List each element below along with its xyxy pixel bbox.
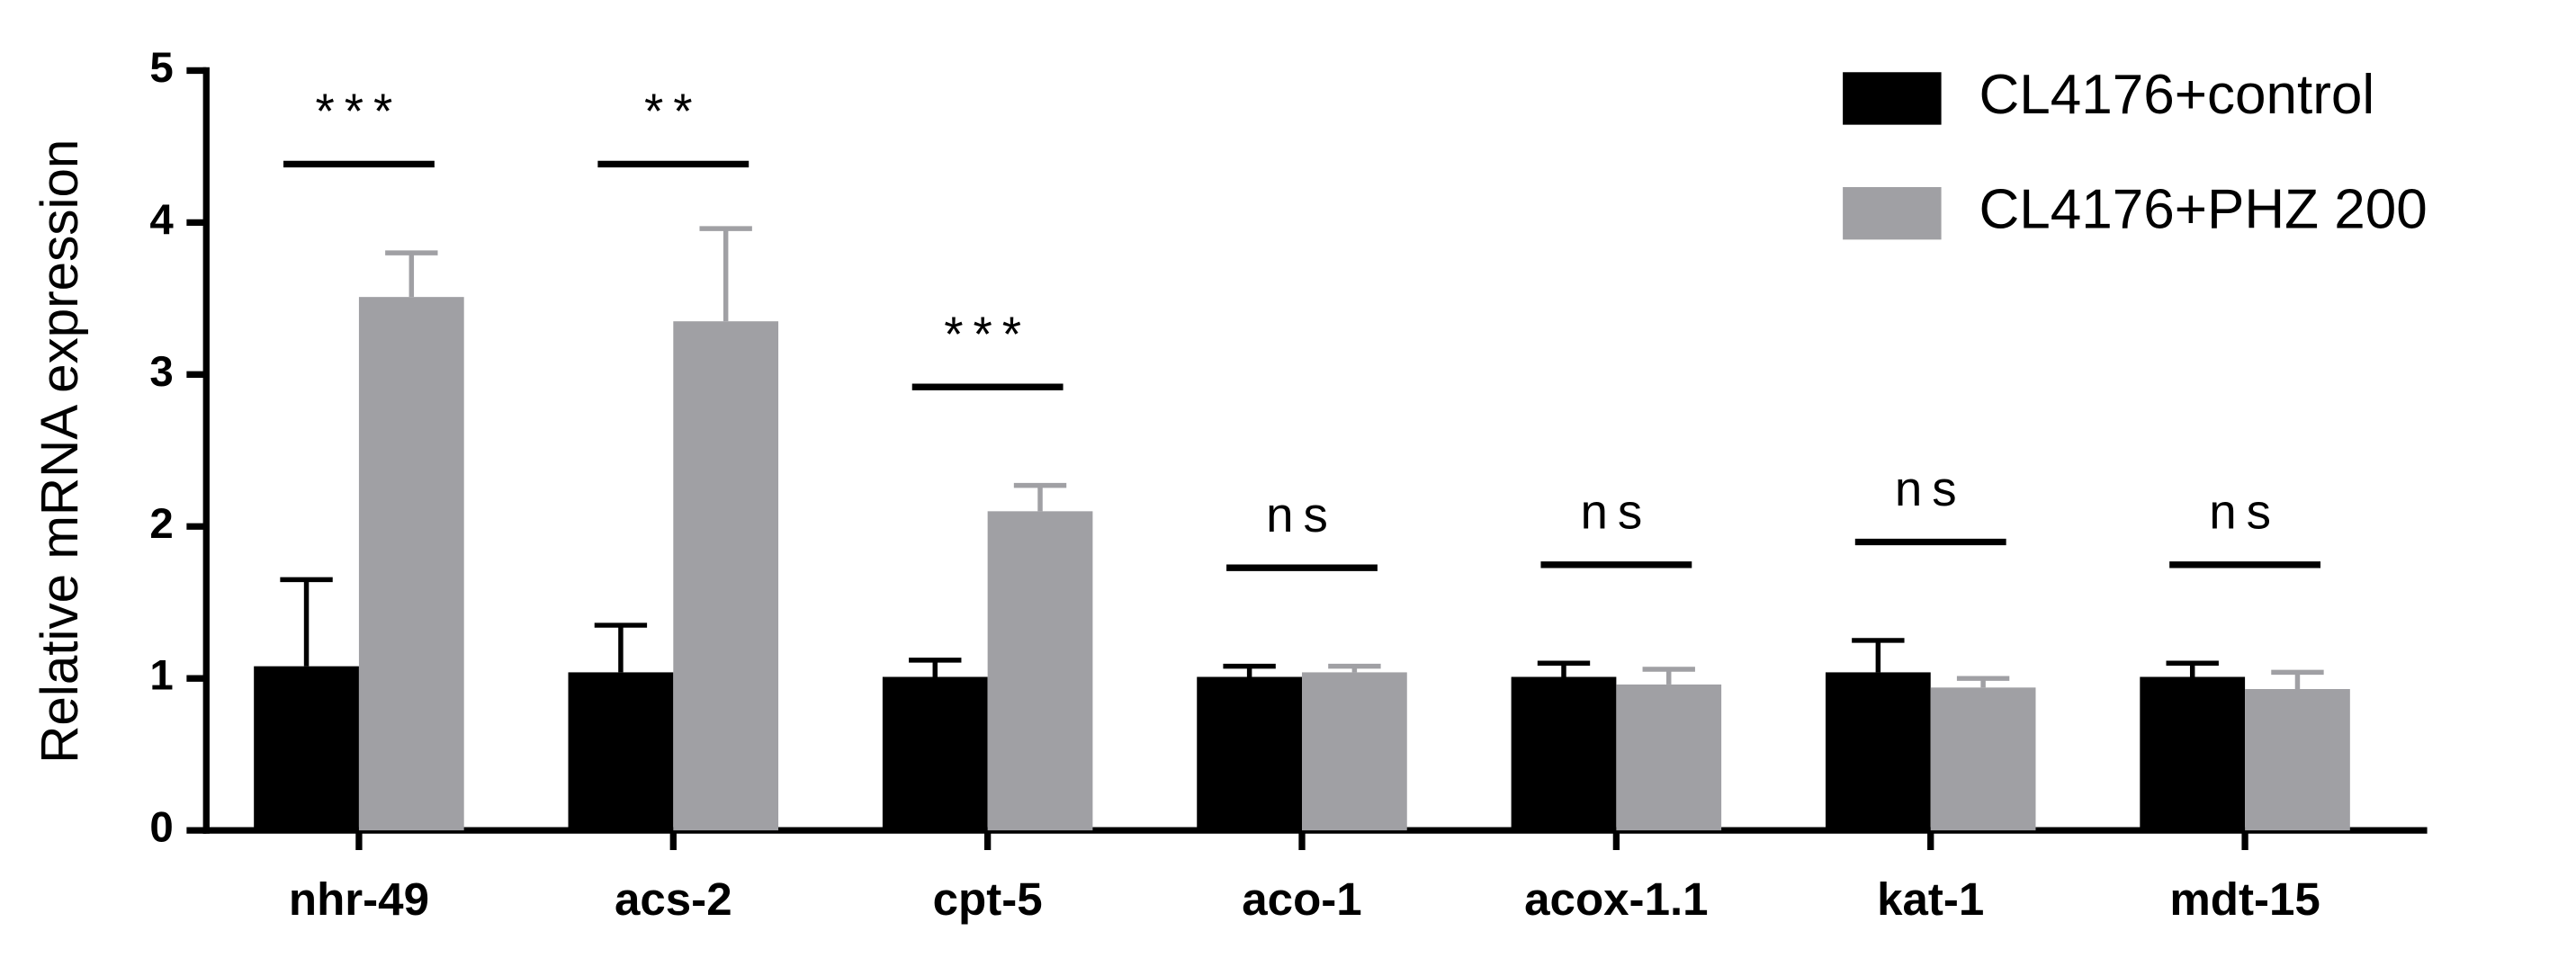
error-bar bbox=[1328, 663, 1381, 673]
error-bar bbox=[909, 658, 962, 677]
x-tick-label: acs-2 bbox=[615, 873, 732, 925]
bar bbox=[2245, 689, 2350, 831]
bar bbox=[254, 666, 359, 831]
x-tick-label: aco-1 bbox=[1242, 873, 1361, 925]
error-bar bbox=[699, 226, 752, 322]
y-axis-label: Relative mRNA expression bbox=[31, 139, 89, 764]
x-tick-label: cpt-5 bbox=[933, 873, 1043, 925]
y-tick-label: 0 bbox=[149, 804, 173, 852]
legend-swatch bbox=[1843, 186, 1942, 240]
y-tick-label: 3 bbox=[149, 348, 173, 396]
bar bbox=[882, 676, 988, 831]
error-bar bbox=[1223, 663, 1276, 677]
significance-label: ns bbox=[1581, 484, 1653, 540]
significance-label: *** bbox=[316, 83, 403, 139]
x-tick-label: kat-1 bbox=[1877, 873, 1984, 925]
y-tick-label: 5 bbox=[149, 44, 173, 92]
error-bar bbox=[2271, 669, 2324, 690]
error-bar bbox=[385, 250, 438, 298]
legend-label: CL4176+PHZ 200 bbox=[1979, 179, 2428, 241]
bar bbox=[2140, 676, 2246, 831]
error-bar bbox=[1956, 676, 2010, 688]
error-bar bbox=[1537, 660, 1591, 677]
error-bar bbox=[594, 622, 648, 673]
error-bar bbox=[1852, 638, 1905, 673]
bar bbox=[1302, 672, 1407, 831]
significance-label: ns bbox=[1266, 487, 1338, 542]
bar bbox=[1930, 687, 2036, 831]
bar bbox=[358, 297, 464, 831]
bar bbox=[568, 672, 674, 831]
significance-label: ** bbox=[644, 83, 702, 139]
error-bar bbox=[2166, 660, 2219, 677]
legend-label: CL4176+control bbox=[1979, 64, 2375, 126]
significance-label: *** bbox=[944, 306, 1031, 362]
bar bbox=[1825, 672, 1931, 831]
x-tick-label: nhr-49 bbox=[289, 873, 429, 925]
y-tick-label: 2 bbox=[149, 500, 173, 548]
error-bar bbox=[280, 577, 333, 667]
x-tick-label: acox-1.1 bbox=[1524, 873, 1708, 925]
bar bbox=[673, 321, 779, 831]
y-tick-label: 4 bbox=[149, 196, 174, 244]
bar bbox=[1511, 676, 1617, 831]
error-bar bbox=[1642, 667, 1695, 685]
bar bbox=[1616, 684, 1722, 831]
legend-swatch bbox=[1843, 72, 1942, 125]
significance-label: ns bbox=[1895, 461, 1967, 516]
x-tick-label: mdt-15 bbox=[2169, 873, 2320, 925]
significance-label: ns bbox=[2209, 484, 2281, 540]
error-bar bbox=[1013, 482, 1067, 512]
bar bbox=[1197, 676, 1303, 831]
bar bbox=[987, 511, 1093, 831]
y-tick-label: 1 bbox=[149, 652, 173, 700]
